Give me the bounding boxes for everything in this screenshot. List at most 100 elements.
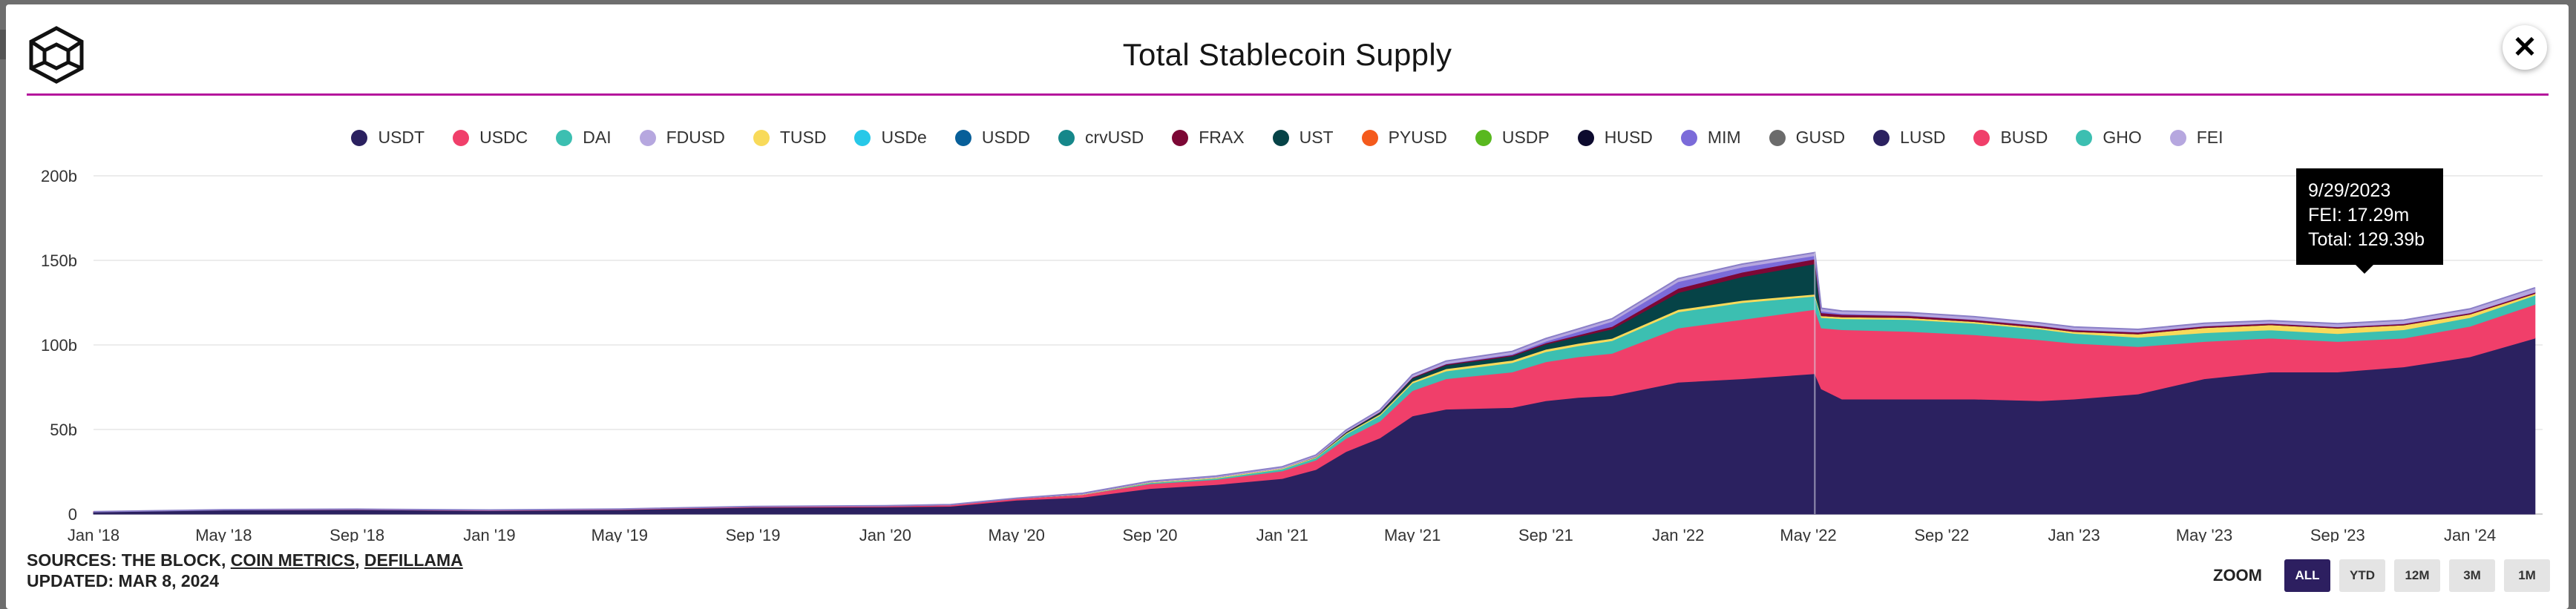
coin-metrics-link[interactable]: COIN METRICS: [230, 550, 355, 570]
legend-item-usdp[interactable]: USDP: [1475, 128, 1550, 148]
y-tick-label: 0: [68, 505, 77, 524]
chart-modal: Total Stablecoin Supply ✕ USDT USDC DAI FDU…: [6, 4, 2569, 609]
x-tick-label: Jan '20: [859, 526, 911, 542]
legend-label: TUSD: [779, 128, 827, 147]
y-tick-label: 50b: [50, 421, 77, 439]
x-tick-label: Jan '22: [1652, 526, 1704, 542]
background-page-fragment: [0, 30, 6, 59]
legend-item-ust[interactable]: UST: [1272, 128, 1334, 148]
legend-swatch: [351, 129, 368, 146]
close-icon: ✕: [2512, 31, 2537, 64]
updated-date: UPDATED: MAR 8, 2024: [27, 571, 220, 590]
x-tick-label: Jan '19: [463, 526, 515, 542]
defillama-link[interactable]: DEFILLAMA: [364, 550, 463, 570]
legend-label: DAI: [583, 128, 612, 147]
x-tick-label: May '19: [591, 526, 648, 542]
the-block-logo-icon: [29, 26, 84, 84]
sources-separator: ,: [355, 550, 364, 570]
chart-legend: USDT USDC DAI FDUSD TUSD USDe USDD crvUSD FRAX US…: [6, 128, 2569, 148]
tooltip-date: 9/29/2023: [2308, 180, 2391, 201]
legend-label: GUSD: [1795, 128, 1846, 147]
x-tick-label: May '23: [2176, 526, 2232, 542]
total-line: [93, 251, 2536, 513]
legend-label: LUSD: [1900, 128, 1946, 147]
legend-swatch: [1873, 129, 1890, 146]
legend-swatch: [1973, 129, 1990, 146]
legend-swatch: [1172, 129, 1189, 146]
legend-item-crvusd[interactable]: crvUSD: [1058, 128, 1144, 148]
legend-label: USDP: [1501, 128, 1550, 147]
x-tick-label: Sep '22: [1914, 526, 1969, 542]
legend-label: GHO: [2103, 128, 2142, 147]
legend-label: USDD: [981, 128, 1030, 147]
x-tick-label: Sep '19: [726, 526, 781, 542]
legend-item-husd[interactable]: HUSD: [1577, 128, 1653, 148]
x-tick-label: Jan '21: [1256, 526, 1308, 542]
legend-swatch: [1769, 129, 1786, 146]
sources-line: SOURCES: THE BLOCK, COIN METRICS, DEFILL…: [27, 550, 463, 570]
legend-swatch: [1361, 129, 1378, 146]
legend-label: FRAX: [1199, 128, 1245, 147]
legend-swatch: [2076, 129, 2093, 146]
x-tick-label: May '18: [195, 526, 252, 542]
y-tick-label: 200b: [41, 167, 77, 185]
legend-item-usdc[interactable]: USDC: [453, 128, 528, 148]
legend-swatch: [1272, 129, 1289, 146]
legend-item-usdd[interactable]: USDD: [954, 128, 1030, 148]
legend-item-mim[interactable]: MIM: [1680, 128, 1741, 148]
legend-label: USDe: [881, 128, 927, 147]
legend-swatch: [854, 129, 871, 146]
legend-item-pyusd[interactable]: PYUSD: [1361, 128, 1447, 148]
legend-swatch: [1680, 129, 1697, 146]
legend-swatch: [556, 129, 573, 146]
zoom-button-1m[interactable]: 1M: [2504, 559, 2550, 592]
legend-label: MIM: [1707, 128, 1741, 147]
x-tick-label: Jan '23: [2048, 526, 2100, 542]
legend-item-lusd[interactable]: LUSD: [1873, 128, 1945, 148]
stacked-area-chart: 0 50b 100b 150b 200b Jan '18 May '18 Sep '18 Jan…: [41, 167, 2543, 542]
legend-label: USDC: [479, 128, 528, 147]
zoom-button-ytd[interactable]: YTD: [2339, 559, 2385, 592]
zoom-button-3m[interactable]: 3M: [2449, 559, 2495, 592]
x-tick-label: Sep '23: [2310, 526, 2365, 542]
chart-tooltip: 9/29/2023 FEI: 17.29m Total: 129.39b: [2296, 168, 2443, 265]
legend-label: crvUSD: [1085, 128, 1144, 147]
legend-label: HUSD: [1604, 128, 1653, 147]
tooltip-line-total: Total: 129.39b: [2308, 229, 2425, 250]
x-tick-label: Jan '18: [68, 526, 119, 542]
legend-item-dai[interactable]: DAI: [556, 128, 612, 148]
x-tick-label: Jan '24: [2444, 526, 2496, 542]
legend-swatch: [2169, 129, 2186, 146]
x-tick-label: May '21: [1384, 526, 1441, 542]
legend-item-tusd[interactable]: TUSD: [753, 128, 827, 148]
legend-item-busd[interactable]: BUSD: [1973, 128, 2048, 148]
x-tick-label: Sep '20: [1123, 526, 1178, 542]
chart-title: Total Stablecoin Supply: [1122, 37, 1452, 72]
legend-label: BUSD: [2000, 128, 2048, 147]
x-tick-label: Sep '21: [1518, 526, 1573, 542]
legend-item-gusd[interactable]: GUSD: [1769, 128, 1845, 148]
legend-label: USDT: [378, 128, 425, 147]
legend-item-fdusd[interactable]: FDUSD: [639, 128, 725, 148]
legend-swatch: [753, 129, 770, 146]
legend-label: FEI: [2196, 128, 2223, 147]
legend-item-frax[interactable]: FRAX: [1172, 128, 1245, 148]
legend-swatch: [954, 129, 971, 146]
legend-label: FDUSD: [666, 128, 725, 147]
legend-label: UST: [1299, 128, 1334, 147]
zoom-button-all[interactable]: ALL: [2284, 559, 2330, 592]
zoom-button-12m[interactable]: 12M: [2394, 559, 2440, 592]
legend-swatch: [453, 129, 470, 146]
legend-item-usde[interactable]: USDe: [854, 128, 927, 148]
x-tick-label: May '22: [1780, 526, 1836, 542]
legend-item-usdt[interactable]: USDT: [351, 128, 425, 148]
zoom-label: ZOOM: [2213, 566, 2262, 585]
legend-item-gho[interactable]: GHO: [2076, 128, 2142, 148]
legend-swatch: [1475, 129, 1492, 146]
legend-label: PYUSD: [1388, 128, 1447, 147]
y-tick-label: 100b: [41, 336, 77, 355]
sources-prefix: SOURCES: THE BLOCK,: [27, 550, 231, 570]
x-tick-label: May '20: [989, 526, 1045, 542]
close-button[interactable]: ✕: [2503, 25, 2547, 70]
legend-item-fei[interactable]: FEI: [2169, 128, 2223, 148]
